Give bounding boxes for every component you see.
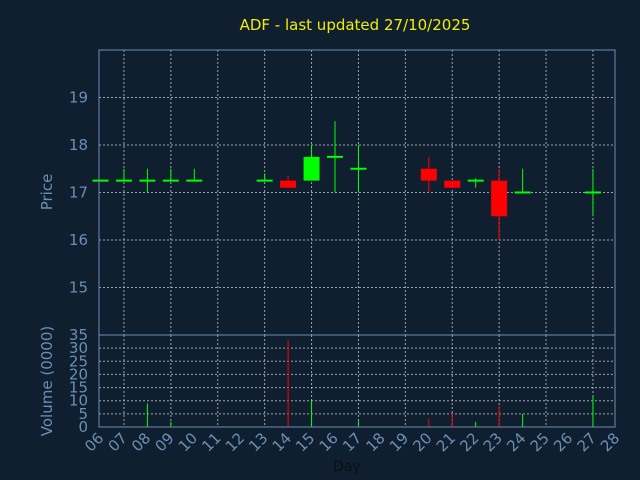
x-tick-label: 21 xyxy=(433,429,459,455)
volume-tick-label: 20 xyxy=(69,365,88,383)
volume-tick-label: 35 xyxy=(69,326,88,344)
price-axis-label: Price xyxy=(38,174,56,211)
x-tick-label: 22 xyxy=(456,429,482,455)
volume-tick-label: 5 xyxy=(78,405,88,423)
x-tick-label: 24 xyxy=(503,429,529,455)
x-tick-label: 16 xyxy=(316,429,342,455)
price-gridlines xyxy=(99,50,615,335)
volume-tick-label: 10 xyxy=(69,392,88,410)
x-tick-label: 09 xyxy=(151,429,177,455)
price-tick-label: 18 xyxy=(69,136,88,154)
x-tick-label: 26 xyxy=(550,429,576,455)
x-tick-label: 17 xyxy=(339,429,365,455)
x-tick-label: 11 xyxy=(198,429,224,455)
x-tick-label: 14 xyxy=(269,429,295,455)
x-tick-label: 20 xyxy=(409,429,435,455)
volume-tick-label: 15 xyxy=(69,379,88,397)
volume-gridlines xyxy=(99,335,615,427)
candle-body xyxy=(491,180,508,217)
volume-bars xyxy=(146,340,594,427)
price-candles xyxy=(92,121,601,240)
x-tick-label: 13 xyxy=(245,429,271,455)
x-tick-label: 15 xyxy=(292,429,318,455)
x-axis-label: Day xyxy=(333,459,361,475)
price-y-ticks: 15 16 17 18 19 xyxy=(69,89,88,297)
price-tick-label: 19 xyxy=(69,89,88,107)
candle-body xyxy=(420,168,437,181)
price-tick-label: 15 xyxy=(69,279,88,297)
x-tick-label: 18 xyxy=(362,429,388,455)
volume-tick-label: 25 xyxy=(69,352,88,370)
x-tick-label: 08 xyxy=(128,429,154,455)
candle-body xyxy=(303,156,320,181)
volume-tick-label: 30 xyxy=(69,339,88,357)
price-panel: 15 16 17 18 19 Price xyxy=(38,49,616,336)
chart-title: ADF - last updated 27/10/2025 xyxy=(240,16,471,34)
x-tick-label: 23 xyxy=(480,429,506,455)
volume-tick-label: 0 xyxy=(78,418,88,436)
x-tick-label: 12 xyxy=(222,429,248,455)
x-axis-ticks: 0607080910111213141516171819202122232425… xyxy=(81,429,623,455)
volume-frame xyxy=(98,334,616,428)
x-tick-label: 10 xyxy=(175,429,201,455)
candle-body xyxy=(280,180,297,188)
price-tick-label: 16 xyxy=(69,231,88,249)
x-tick-label: 27 xyxy=(574,429,600,455)
x-tick-label: 07 xyxy=(105,429,131,455)
x-tick-label: 28 xyxy=(597,429,623,455)
x-tick-label: 19 xyxy=(386,429,412,455)
candle-body xyxy=(444,180,461,188)
price-tick-label: 17 xyxy=(69,184,88,202)
volume-axis-label: Volume (0000) xyxy=(38,326,56,436)
x-tick-label: 25 xyxy=(527,429,553,455)
